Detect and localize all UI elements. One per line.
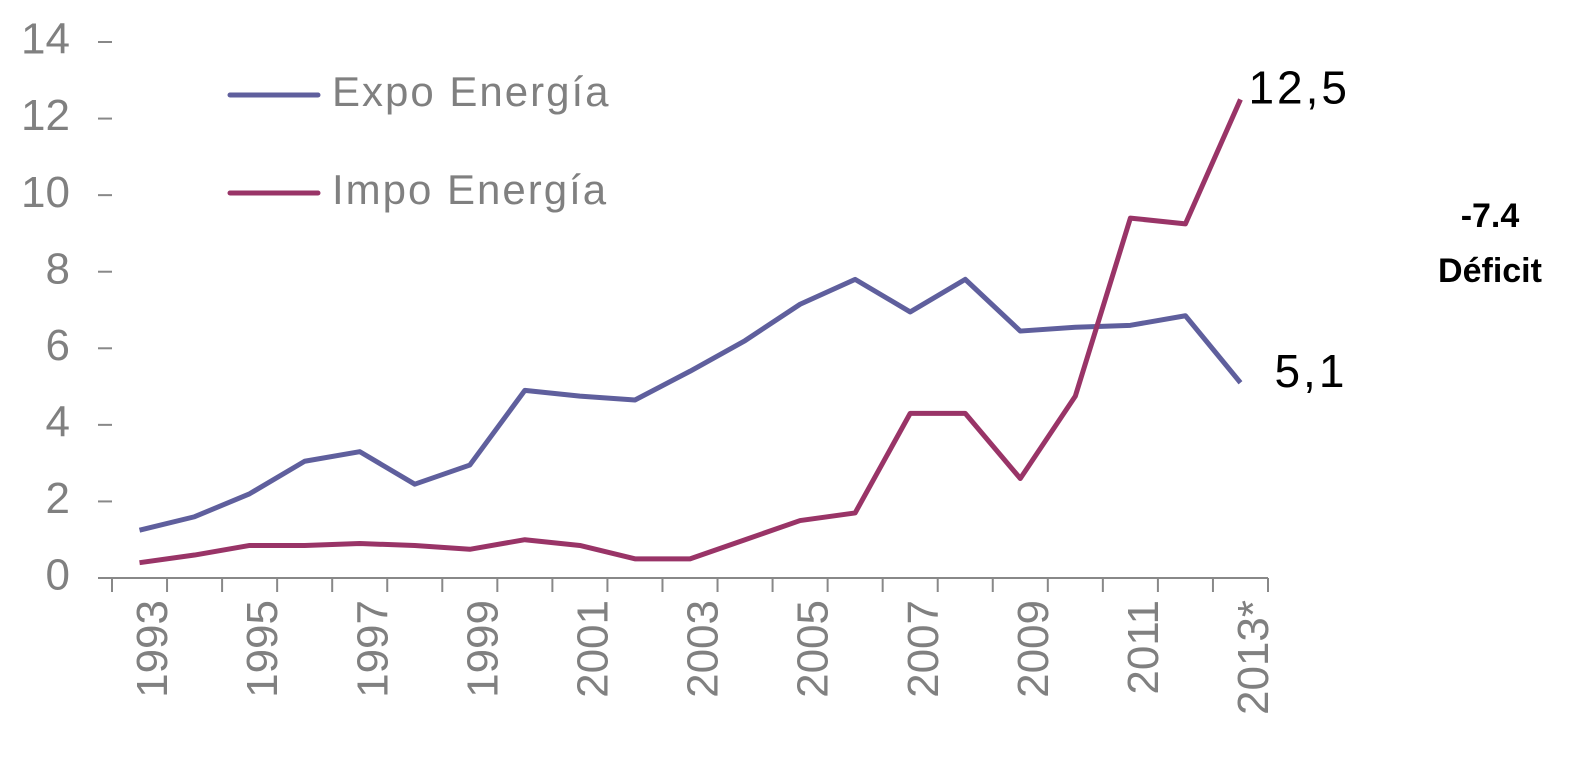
x-tick-label: 1993: [128, 600, 177, 698]
x-tick-label: 2009: [1009, 600, 1058, 698]
y-tick-label: 12: [21, 91, 70, 140]
series-line: [139, 98, 1243, 566]
y-tick-label: 14: [21, 15, 70, 64]
y-tick-label: 0: [46, 551, 70, 600]
annotation: Déficit: [1438, 252, 1542, 290]
annotation: -7.4: [1461, 197, 1520, 235]
x-tick-label: 2005: [789, 600, 838, 698]
x-tick-label: 1995: [238, 600, 287, 698]
y-tick-label: 6: [46, 321, 70, 370]
x-tick-label: 2003: [679, 600, 728, 698]
series-line: [138, 276, 1243, 533]
x-tick-label: 2011: [1119, 600, 1168, 695]
y-tick-label: 10: [21, 168, 70, 217]
x-tick-label: 2001: [569, 600, 618, 698]
y-tick-label: 4: [46, 397, 70, 446]
x-tick-label: 2007: [899, 600, 948, 698]
x-tick-label: 1999: [458, 600, 507, 698]
data-label: 12,5: [1248, 62, 1350, 114]
data-label: 5,1: [1274, 345, 1347, 397]
legend-label: Impo Energía: [332, 166, 608, 213]
x-tick-label: 2013*: [1229, 600, 1278, 715]
y-tick-label: 2: [46, 474, 70, 523]
x-tick-label: 1997: [348, 600, 397, 698]
y-tick-label: 8: [46, 244, 70, 293]
legend-label: Expo Energía: [332, 68, 611, 115]
